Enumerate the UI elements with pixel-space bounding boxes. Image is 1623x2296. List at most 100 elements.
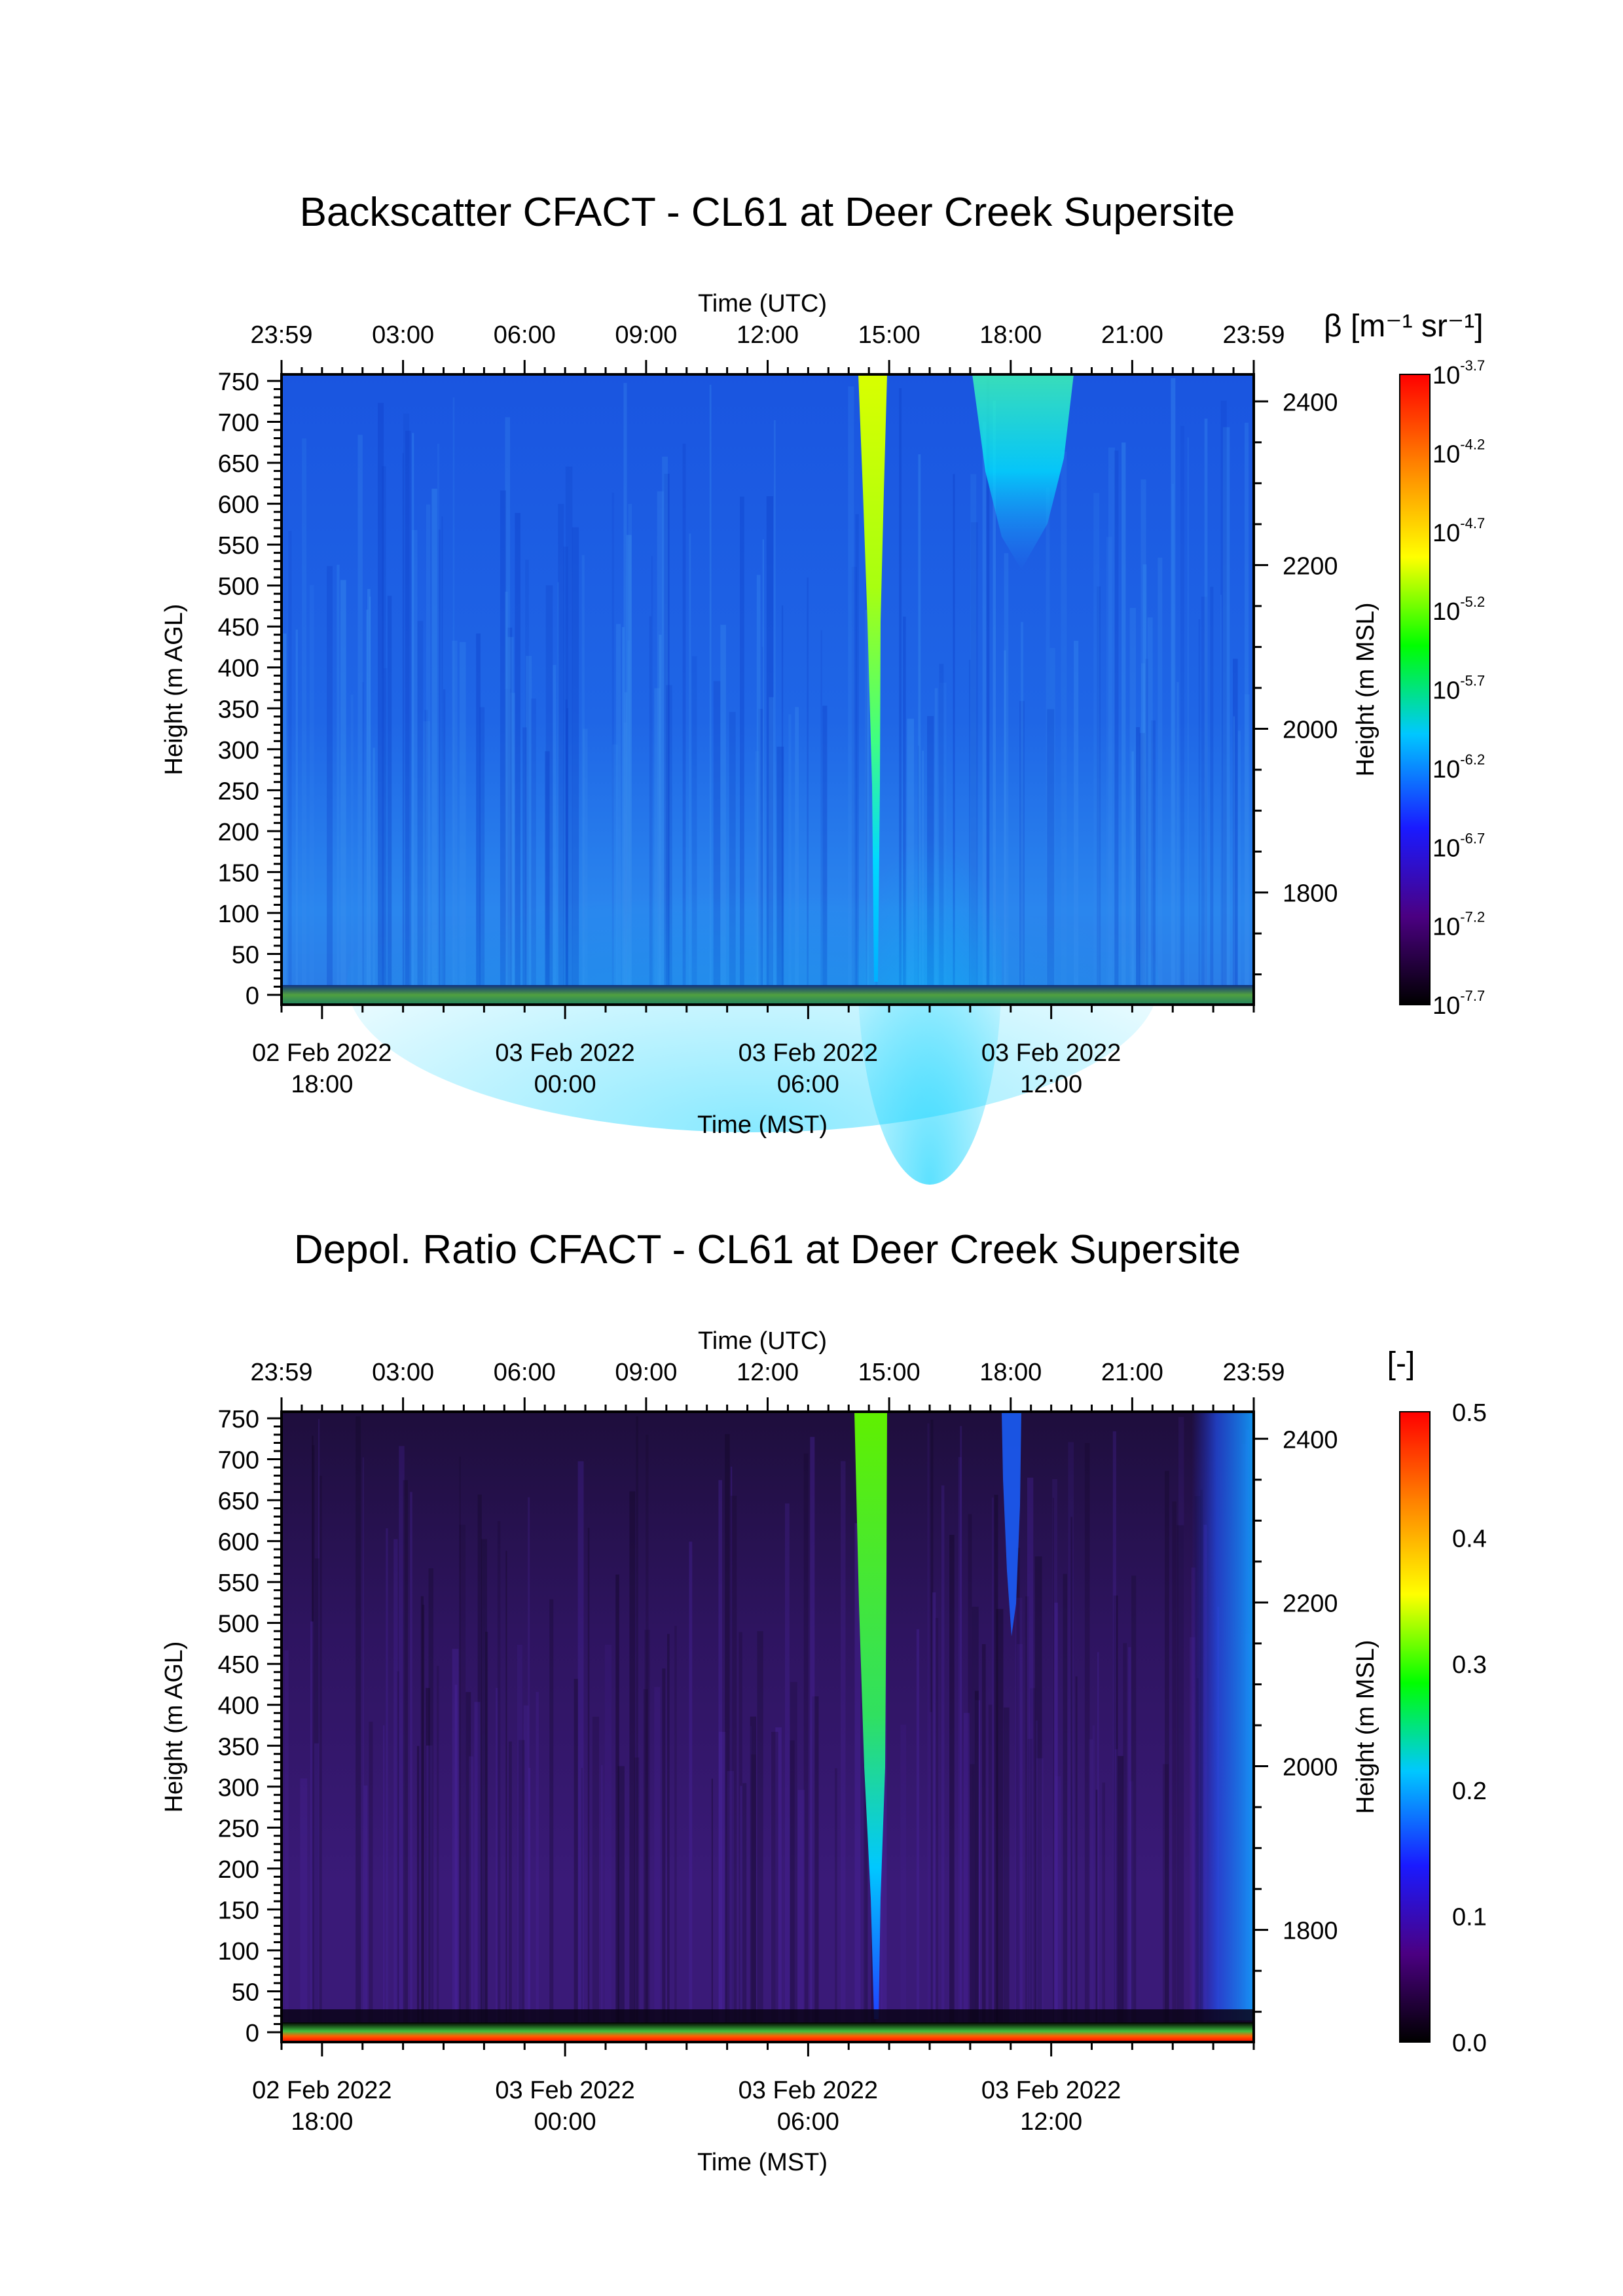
heatmap-texture-streak bbox=[366, 609, 369, 985]
heatmap-texture-streak bbox=[515, 512, 520, 985]
left-tick-label: 150 bbox=[218, 1897, 259, 1924]
heatmap-texture-streak bbox=[718, 1480, 722, 2022]
heatmap-texture-streak bbox=[517, 1645, 522, 2022]
heatmap-texture-streak bbox=[927, 1423, 930, 2022]
heatmap-texture-streak bbox=[549, 1599, 554, 2022]
heatmap-texture-streak bbox=[1106, 537, 1112, 985]
top-tick-label: 12:00 bbox=[737, 321, 799, 349]
heatmap-texture-streak bbox=[863, 1746, 868, 2022]
heatmap-texture-streak bbox=[525, 560, 529, 985]
heatmap-texture-streak bbox=[1114, 1749, 1118, 2022]
heatmap-texture-streak bbox=[1204, 418, 1208, 985]
heatmap-texture-streak bbox=[357, 435, 363, 985]
heatmap-texture-streak bbox=[1027, 1477, 1034, 2022]
left-tick-label: 350 bbox=[218, 1733, 259, 1761]
heatmap-texture-streak bbox=[662, 1668, 666, 2022]
heatmap-texture-streak bbox=[731, 1466, 733, 2022]
left-tick-label: 700 bbox=[218, 410, 259, 437]
heatmap-texture-streak bbox=[1055, 1776, 1061, 2022]
colorbar-tick-label: 10-5.7 bbox=[1432, 673, 1485, 705]
heatmap-texture-streak bbox=[363, 1785, 368, 2022]
top-tick-label: 15:00 bbox=[858, 321, 921, 349]
heatmap-texture-streak bbox=[477, 1494, 482, 2022]
heatmap-texture-streak bbox=[382, 466, 386, 985]
heatmap-texture-streak bbox=[528, 1497, 530, 2022]
heatmap-texture-streak bbox=[403, 1480, 408, 2022]
heatmap-texture-streak bbox=[1129, 607, 1136, 985]
right-tick-label: 2400 bbox=[1283, 1426, 1338, 1454]
left-tick-label: 0 bbox=[246, 2020, 259, 2047]
heatmap-texture-streak bbox=[1162, 1764, 1169, 2022]
heatmap-texture-streak bbox=[709, 384, 712, 985]
heatmap-texture-streak bbox=[1147, 617, 1153, 985]
heatmap-texture-streak bbox=[689, 533, 691, 985]
left-tick-label: 500 bbox=[218, 573, 259, 601]
left-tick-label: 500 bbox=[218, 1611, 259, 1638]
top-tick-label: 15:00 bbox=[858, 1359, 921, 1386]
depol-background bbox=[282, 1412, 1254, 2042]
backscatter-surface-layer bbox=[282, 985, 1254, 1005]
heatmap-texture-streak bbox=[790, 1681, 797, 2022]
heatmap-texture-streak bbox=[628, 503, 632, 985]
heatmap-texture-streak bbox=[319, 1475, 322, 2022]
colorbar-tick-label: 0.2 bbox=[1452, 1778, 1487, 1805]
heatmap-texture-streak bbox=[536, 1692, 539, 2022]
right-tick-label: 1800 bbox=[1283, 1918, 1338, 1945]
heatmap-texture-streak bbox=[1084, 1443, 1090, 2022]
heatmap-texture-streak bbox=[1172, 1501, 1176, 2022]
heatmap-texture-streak bbox=[1021, 622, 1023, 985]
heatmap-texture-streak bbox=[649, 616, 651, 985]
heatmap-texture-streak bbox=[367, 588, 371, 985]
colorbar-tick-label: 10-7.7 bbox=[1432, 988, 1485, 1020]
heatmap-texture-streak bbox=[469, 1756, 474, 2022]
heatmap-texture-streak bbox=[975, 1700, 980, 2022]
heatmap-texture-streak bbox=[624, 692, 628, 985]
heatmap-texture-streak bbox=[563, 547, 568, 985]
colorbar-tick-label: 10-6.2 bbox=[1432, 751, 1485, 783]
top-tick-label: 09:00 bbox=[615, 1359, 677, 1386]
heatmap-texture-streak bbox=[750, 1716, 756, 2022]
left-tick-label: 650 bbox=[218, 1488, 259, 1515]
left-tick-label: 550 bbox=[218, 1570, 259, 1597]
heatmap-texture-streak bbox=[866, 522, 867, 985]
heatmap-texture-streak bbox=[1054, 1602, 1058, 2022]
heatmap-texture-streak bbox=[1027, 1738, 1032, 2022]
bottom-tick-date: 03 Feb 2022 bbox=[981, 2077, 1121, 2104]
heatmap-texture-streak bbox=[986, 378, 990, 985]
heatmap-texture-streak bbox=[899, 388, 902, 985]
heatmap-texture-streak bbox=[340, 580, 346, 985]
backscatter-title: Backscatter CFACT - CL61 at Deer Creek S… bbox=[300, 190, 1235, 235]
heatmap-texture-streak bbox=[1244, 694, 1250, 985]
heatmap-texture-streak bbox=[1017, 1643, 1023, 2022]
heatmap-texture-streak bbox=[572, 527, 579, 985]
colorbar-tick-label: 0.5 bbox=[1452, 1399, 1487, 1427]
left-tick-label: 400 bbox=[218, 655, 259, 683]
heatmap-texture-streak bbox=[604, 1644, 612, 2022]
heatmap-texture-streak bbox=[725, 1434, 730, 2022]
left-tick-label: 0 bbox=[246, 982, 259, 1010]
heatmap-texture-streak bbox=[1131, 751, 1134, 985]
heatmap-texture-streak bbox=[302, 438, 306, 985]
heatmap-texture-streak bbox=[682, 443, 686, 985]
heatmap-texture-streak bbox=[474, 1702, 481, 2022]
heatmap-texture-streak bbox=[1074, 641, 1079, 985]
right-tick-label: 2000 bbox=[1283, 1754, 1338, 1782]
heatmap-texture-streak bbox=[310, 584, 314, 985]
heatmap-texture-streak bbox=[1220, 401, 1227, 985]
left-axis-label: Height (m AGL) bbox=[160, 1641, 188, 1813]
heatmap-texture-streak bbox=[476, 633, 481, 985]
heatmap-texture-streak bbox=[968, 1514, 972, 2022]
heatmap-texture-streak bbox=[459, 1456, 461, 2022]
heatmap-texture-streak bbox=[1108, 447, 1115, 985]
heatmap-texture-streak bbox=[428, 1568, 433, 2022]
heatmap-texture-streak bbox=[565, 699, 568, 985]
heatmap-texture-streak bbox=[310, 1621, 314, 2022]
heatmap-texture-streak bbox=[519, 1740, 525, 2022]
colorbar-label: β [m⁻¹ sr⁻¹] bbox=[1324, 309, 1484, 344]
heatmap-texture-streak bbox=[565, 466, 573, 985]
heatmap-texture-streak bbox=[970, 474, 977, 985]
right-tick-label: 2200 bbox=[1283, 1590, 1338, 1617]
heatmap-texture-streak bbox=[581, 555, 585, 985]
heatmap-texture-streak bbox=[386, 1528, 388, 2022]
heatmap-texture-streak bbox=[496, 1687, 498, 2022]
